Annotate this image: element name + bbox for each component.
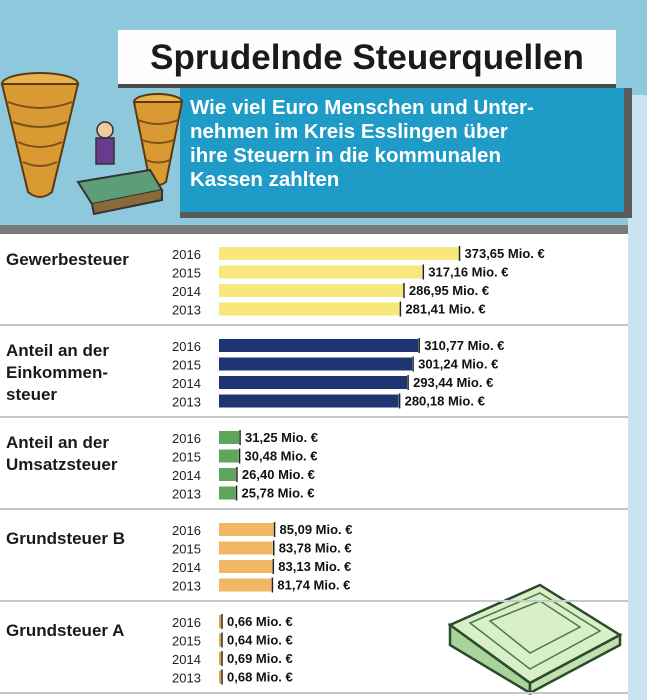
- category-label-line: Anteil an der: [6, 433, 109, 452]
- bar: [219, 284, 403, 297]
- year-label: 2013: [172, 303, 201, 318]
- year-label: 2014: [172, 560, 201, 575]
- value-label: 83,13 Mio. €: [278, 559, 351, 574]
- group-separator: [0, 416, 628, 418]
- category-label-gewerbesteuer: Gewerbesteuer: [6, 249, 129, 271]
- year-label: 2015: [172, 358, 201, 373]
- year-label: 2013: [172, 579, 201, 594]
- year-label: 2016: [172, 339, 201, 354]
- bar: [219, 449, 239, 463]
- bar: [219, 394, 399, 408]
- year-label: 2013: [172, 671, 201, 686]
- chart-title: Sprudelnde Steuerquellen: [150, 38, 584, 77]
- year-label: 2014: [172, 468, 201, 483]
- year-label: 2014: [172, 652, 201, 667]
- category-label-line: steuer: [6, 385, 58, 404]
- category-label-line: Gewerbesteuer: [6, 250, 129, 269]
- value-label: 25,78 Mio. €: [242, 486, 315, 501]
- value-label: 0,69 Mio. €: [227, 651, 293, 666]
- bar: [219, 486, 236, 500]
- category-label-einkommensteuer: Anteil an der Einkommen- steuer: [6, 340, 109, 406]
- value-label: 30,48 Mio. €: [245, 449, 318, 464]
- value-label: 85,09 Mio. €: [280, 522, 353, 537]
- bar: [219, 670, 221, 684]
- subtitle-line: Kassen zahlten: [190, 168, 340, 191]
- category-label-line: Grundsteuer A: [6, 621, 125, 640]
- value-label: 286,95 Mio. €: [409, 283, 489, 298]
- year-label: 2013: [172, 395, 201, 410]
- year-label: 2015: [172, 542, 201, 557]
- year-label: 2013: [172, 487, 201, 502]
- value-label: 301,24 Mio. €: [418, 357, 498, 372]
- category-label-line: Umsatzsteuer: [6, 455, 118, 474]
- bar: [219, 523, 274, 536]
- category-label-line: Anteil an der: [6, 341, 109, 360]
- value-label: 0,66 Mio. €: [227, 614, 293, 629]
- value-label: 310,77 Mio. €: [424, 338, 504, 353]
- year-label: 2014: [172, 376, 201, 391]
- value-label: 31,25 Mio. €: [245, 430, 318, 445]
- value-label: 0,64 Mio. €: [227, 633, 293, 648]
- coin-stack-right: [132, 93, 184, 186]
- value-label: 83,78 Mio. €: [279, 541, 352, 556]
- bar: [219, 431, 240, 444]
- group-separator: [0, 324, 628, 326]
- bar: [219, 247, 459, 260]
- category-label-line: Einkommen-: [6, 363, 109, 382]
- value-label: 280,18 Mio. €: [405, 394, 485, 409]
- year-label: 2016: [172, 523, 201, 538]
- value-label: 373,65 Mio. €: [465, 246, 545, 261]
- value-label: 0,68 Mio. €: [227, 670, 293, 685]
- bar: [219, 376, 408, 389]
- bar: [219, 468, 236, 481]
- year-label: 2016: [172, 247, 201, 262]
- value-label: 317,16 Mio. €: [428, 265, 508, 280]
- chart-subtitle: Wie viel Euro Menschen und Unter- nehmen…: [190, 96, 620, 192]
- bar: [219, 652, 221, 665]
- value-label: 293,44 Mio. €: [413, 375, 493, 390]
- group-separator: [0, 508, 628, 510]
- bar: [219, 615, 221, 628]
- year-label: 2014: [172, 284, 201, 299]
- bar: [219, 357, 413, 371]
- value-label: 26,40 Mio. €: [242, 467, 315, 482]
- year-label: 2015: [172, 634, 201, 649]
- year-label: 2015: [172, 450, 201, 465]
- bar: [219, 339, 419, 352]
- category-label-umsatzsteuer: Anteil an der Umsatzsteuer: [6, 432, 118, 476]
- coin-stacks-icon: [0, 72, 184, 216]
- year-label: 2016: [172, 431, 201, 446]
- coin-stack-left: [0, 72, 80, 198]
- subtitle-box: Wie viel Euro Menschen und Unter- nehmen…: [180, 88, 632, 218]
- desk-figure: [76, 121, 164, 216]
- bar: [219, 633, 221, 647]
- subtitle-line: ihre Steuern in die kommunalen: [190, 144, 501, 167]
- bar: [219, 560, 273, 573]
- year-label: 2016: [172, 615, 201, 630]
- header-shadow-band: [0, 225, 628, 234]
- value-label: 281,41 Mio. €: [405, 302, 485, 317]
- category-label-grundsteuer-b: Grundsteuer B: [6, 528, 125, 550]
- bar: [219, 265, 423, 279]
- subtitle-line: Wie viel Euro Menschen und Unter-: [190, 96, 534, 119]
- value-label: 81,74 Mio. €: [277, 578, 350, 593]
- bar: [219, 302, 400, 316]
- year-label: 2015: [172, 266, 201, 281]
- subtitle-line: nehmen im Kreis Esslingen über: [190, 120, 508, 143]
- money-bundle-icon: [447, 583, 623, 695]
- right-border-strip: [628, 95, 647, 700]
- group-separator: [0, 692, 628, 694]
- bar: [219, 541, 273, 555]
- bar: [219, 578, 272, 592]
- category-label-grundsteuer-a: Grundsteuer A: [6, 620, 124, 642]
- category-label-line: Grundsteuer B: [6, 529, 126, 548]
- title-box: Sprudelnde Steuerquellen: [118, 30, 616, 88]
- group-separator: [0, 600, 628, 602]
